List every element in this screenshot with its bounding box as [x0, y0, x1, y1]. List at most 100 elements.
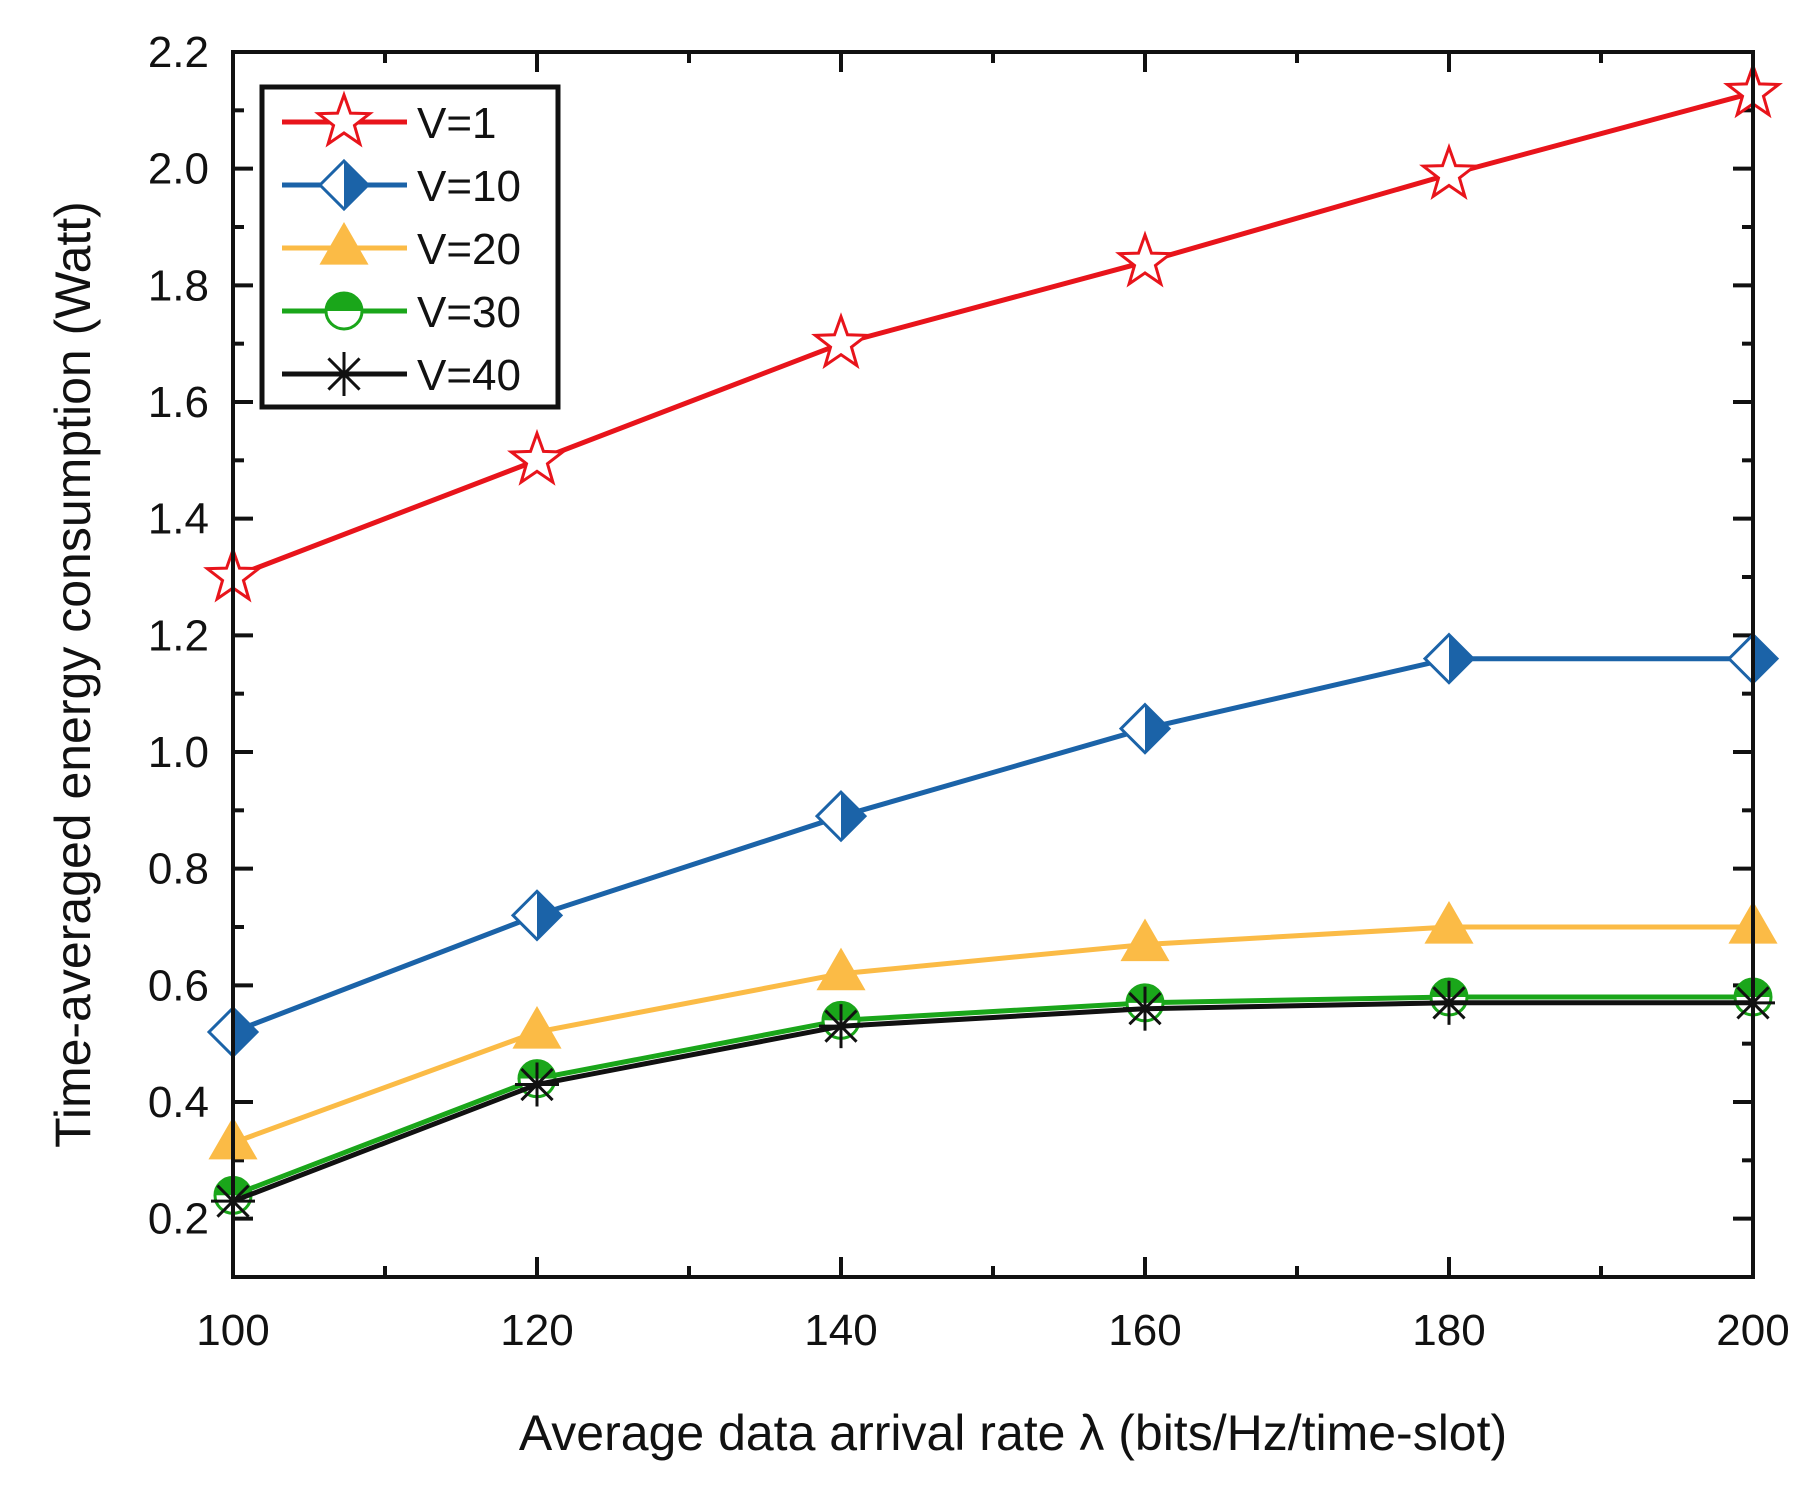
legend-label: V=1 [417, 99, 497, 148]
diamond-filled-half [537, 891, 561, 940]
series-v-40 [211, 980, 1775, 1224]
diamond-filled-half [1145, 704, 1169, 753]
legend-label: V=30 [417, 288, 521, 337]
series-v-30 [213, 977, 1773, 1215]
data-point [1427, 980, 1471, 1025]
plot-frame [231, 50, 1755, 1279]
diamond-filled-half [841, 792, 865, 841]
diamond-filled-half [233, 1008, 257, 1056]
y-tick-label: 2.2 [148, 28, 209, 77]
x-tick-label: 200 [1716, 1306, 1789, 1355]
y-axis-title: Time-averaged energy consumption (Watt) [45, 201, 101, 1148]
star-marker-shape [507, 428, 567, 486]
legend-item: V=40 [282, 351, 521, 400]
diamond-empty-half [1425, 634, 1449, 683]
data-point [1123, 986, 1167, 1031]
data-point [507, 428, 567, 486]
legend-swatch-marker [317, 158, 371, 212]
diamond-outline [510, 889, 564, 942]
x-axis-title: Average data arrival rate λ (bits/Hz/tim… [519, 1405, 1507, 1461]
legend-item: V=30 [282, 288, 521, 337]
diamond-empty-half [320, 161, 344, 209]
asterisk-stroke [1128, 992, 1162, 1026]
star-marker-shape [811, 312, 871, 370]
x-tick-label: 160 [1108, 1306, 1181, 1355]
diamond-empty-half [209, 1008, 233, 1056]
legend-item: V=1 [282, 90, 497, 148]
star-marker-shape [1115, 230, 1175, 288]
diamond-empty-half [513, 891, 537, 940]
data-point [1422, 632, 1476, 685]
data-point [510, 889, 564, 942]
legend-label: V=10 [417, 162, 521, 211]
legend-label: V=20 [417, 225, 521, 274]
legend-swatch-marker [324, 291, 364, 331]
asterisk-stroke [824, 1009, 858, 1043]
series-v-10 [206, 632, 1780, 1059]
series-line [232, 90, 1754, 580]
data-point [819, 1004, 863, 1049]
diamond-empty-half [817, 792, 841, 841]
triangle-shape [1120, 918, 1170, 962]
x-tick-label: 100 [196, 1306, 269, 1355]
asterisk-stroke [1432, 986, 1466, 1020]
legend-label: V=40 [417, 351, 521, 400]
series-line [232, 1000, 1753, 1204]
legend: V=1 V=10 V=20 V=30 V=40 [259, 84, 561, 410]
triangle-shape [816, 947, 866, 991]
y-tick-label: 0.2 [148, 1195, 209, 1244]
y-tick-label: 1.4 [148, 495, 209, 544]
series-line [232, 924, 1753, 1146]
series-line [232, 994, 1753, 1198]
diamond-outline [317, 158, 371, 212]
diamond-outline [814, 790, 868, 843]
data-point [814, 790, 868, 843]
y-tick-label: 0.8 [148, 845, 209, 894]
legend-item: V=20 [282, 221, 521, 274]
legend-swatch-marker [322, 352, 366, 396]
diamond-filled-half [1753, 634, 1777, 683]
asterisk-stroke [327, 357, 361, 391]
data-point [811, 312, 871, 370]
circle-outline [324, 291, 364, 331]
y-tick-label: 2.0 [148, 145, 209, 194]
asterisk-stroke [520, 1067, 554, 1102]
y-tick-label: 1.2 [148, 611, 209, 660]
data-point [1118, 702, 1172, 755]
x-tick-labels: 100 120 140 160 180 200 [196, 1306, 1789, 1355]
diamond-empty-half [1729, 634, 1753, 683]
triangle-shape [319, 221, 369, 265]
legend-swatch-marker [314, 90, 374, 148]
series-line [232, 656, 1753, 1035]
y-tick-label: 1.6 [148, 378, 209, 427]
legend-item: V=10 [282, 158, 521, 212]
diamond-empty-half [1121, 704, 1145, 753]
data-point [1120, 918, 1170, 962]
data-point [512, 1005, 562, 1049]
data-point [1419, 143, 1479, 200]
circle-empty-half [326, 311, 362, 329]
y-tick-label: 1.0 [148, 728, 209, 777]
y-tick-labels: 0.2 0.4 0.6 0.8 1.0 1.2 1.4 1.6 1.8 2.0 2.2 [148, 28, 209, 1244]
circle-filled-half [326, 293, 362, 311]
y-tick-label: 0.4 [148, 1078, 209, 1127]
triangle-shape [512, 1005, 562, 1049]
data-point [1424, 900, 1474, 944]
data-point [816, 947, 866, 991]
star-marker-shape [314, 90, 374, 148]
y-tick-label: 0.6 [148, 961, 209, 1010]
legend-swatch-marker [319, 221, 369, 265]
diamond-outline [1422, 632, 1476, 685]
diamond-filled-half [1449, 634, 1473, 683]
diamond-filled-half [344, 161, 368, 209]
triangle-shape [1424, 900, 1474, 944]
x-tick-label: 180 [1412, 1306, 1485, 1355]
data-point [515, 1062, 559, 1107]
data-point [1115, 230, 1175, 288]
x-tick-label: 120 [500, 1306, 573, 1355]
star-marker-shape [1419, 143, 1479, 200]
y-tick-label: 1.8 [148, 261, 209, 310]
diamond-outline [1118, 702, 1172, 755]
x-tick-label: 140 [804, 1306, 877, 1355]
